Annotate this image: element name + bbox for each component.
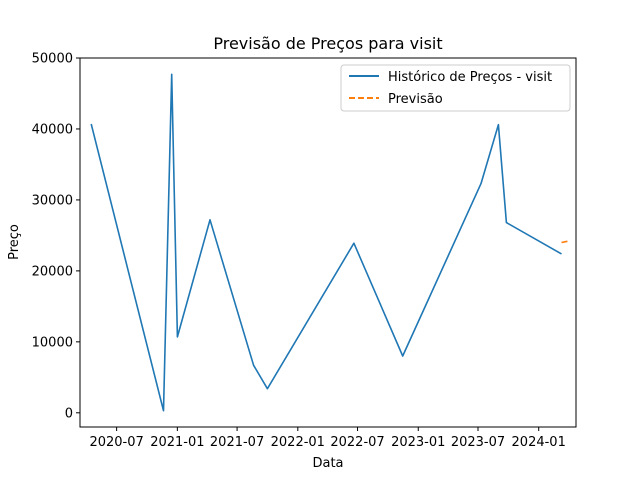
chart-title: Previsão de Preços para visit <box>213 34 442 53</box>
x-tick-label: 2021-01 <box>150 435 204 450</box>
y-axis-label: Preço <box>7 224 22 260</box>
legend-label-previsao: Previsão <box>388 92 443 107</box>
y-tick-label: 50000 <box>32 52 73 67</box>
x-tick-label: 2021-07 <box>210 435 264 450</box>
legend: Histórico de Preços - visit Previsão <box>340 64 571 112</box>
y-axis: 0 10000 20000 30000 40000 50000 <box>32 52 80 421</box>
y-tick-label: 40000 <box>32 122 73 137</box>
x-axis-label: Data <box>312 456 343 471</box>
x-axis: 2020-07 2021-01 2021-07 2022-01 2022-07 2023-… <box>89 427 566 450</box>
y-tick-label: 0 <box>65 406 73 421</box>
x-tick-label: 2023-07 <box>451 435 505 450</box>
y-tick-label: 20000 <box>32 264 73 279</box>
legend-label-historico: Histórico de Preços - visit <box>388 70 552 85</box>
x-tick-label: 2022-01 <box>271 435 325 450</box>
x-tick-label: 2023-01 <box>391 435 445 450</box>
plot-frame <box>79 57 577 428</box>
x-tick-label: 2020-07 <box>89 435 143 450</box>
series-line-previsao <box>561 240 569 244</box>
series-line-historico <box>90 73 562 412</box>
plot-layer <box>90 73 569 412</box>
y-tick-label: 10000 <box>32 335 73 350</box>
y-tick-label: 30000 <box>32 193 73 208</box>
x-tick-label: 2022-07 <box>330 435 384 450</box>
legend-frame <box>340 64 571 112</box>
x-tick-label: 2024-01 <box>512 435 566 450</box>
